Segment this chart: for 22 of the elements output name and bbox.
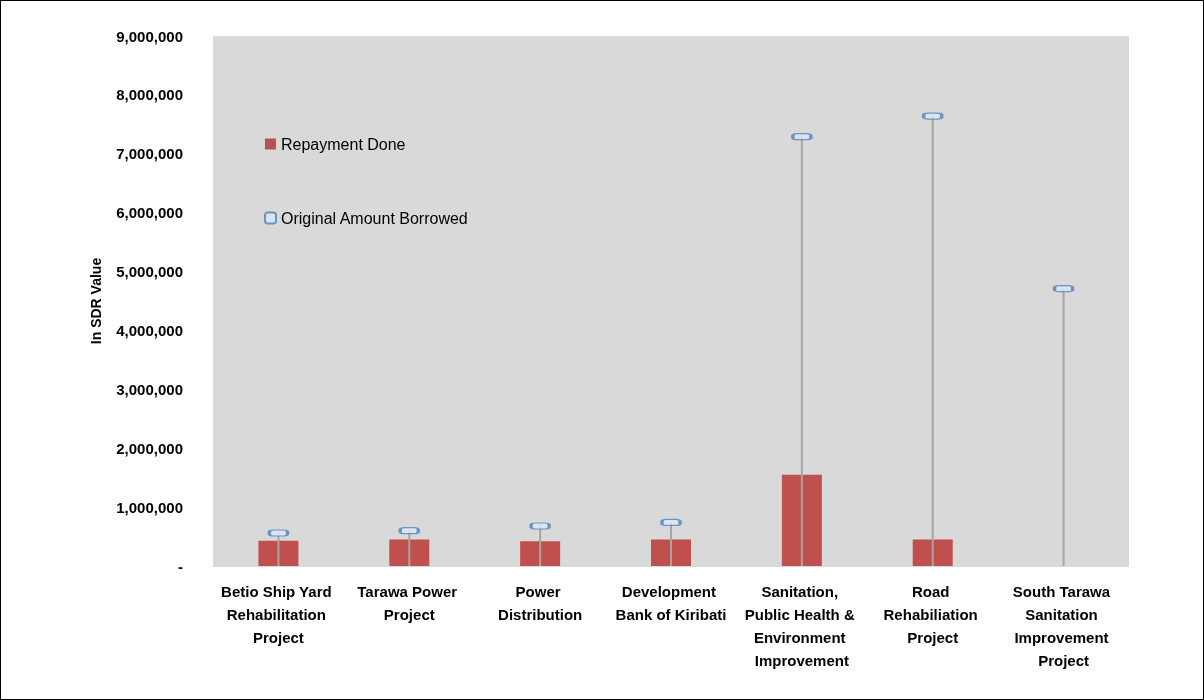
bar xyxy=(781,474,822,566)
x-tick-label: Power Distribution xyxy=(498,583,583,623)
y-tick-label: 5,000,000 xyxy=(116,263,183,281)
y-tick-label: 8,000,000 xyxy=(116,86,183,104)
x-tick-label: Road Rehabiliation Project xyxy=(883,583,982,646)
y-tick-label: 7,000,000 xyxy=(116,145,183,163)
x-tick-label: Development Bank of Kiribati xyxy=(615,583,727,623)
y-tick-label: 4,000,000 xyxy=(116,321,183,339)
y-tick-label: 6,000,000 xyxy=(116,204,183,222)
y-tick-label: 2,000,000 xyxy=(116,439,183,457)
y-axis-title: In SDR Value xyxy=(88,257,104,345)
x-tick-label: Tarawa Power Project xyxy=(357,583,462,623)
legend-label: Repayment Done xyxy=(281,135,406,153)
x-tick-label: Sanitation, Public Health & Environment Improvement xyxy=(744,583,859,669)
legend-label: Original Amount Borrowed xyxy=(281,209,468,227)
y-tick-label: 1,000,000 xyxy=(116,498,183,516)
bar xyxy=(912,539,953,566)
y-tick-label: 3,000,000 xyxy=(116,380,183,398)
y-tick-label: - xyxy=(178,557,183,575)
y-tick-label: 9,000,000 xyxy=(116,27,183,45)
x-tick-label: Betio Ship Yard Rehabilitation Project xyxy=(221,583,336,646)
x-tick-label: South Tarawa Sanitation Improvement Project xyxy=(1012,583,1115,669)
